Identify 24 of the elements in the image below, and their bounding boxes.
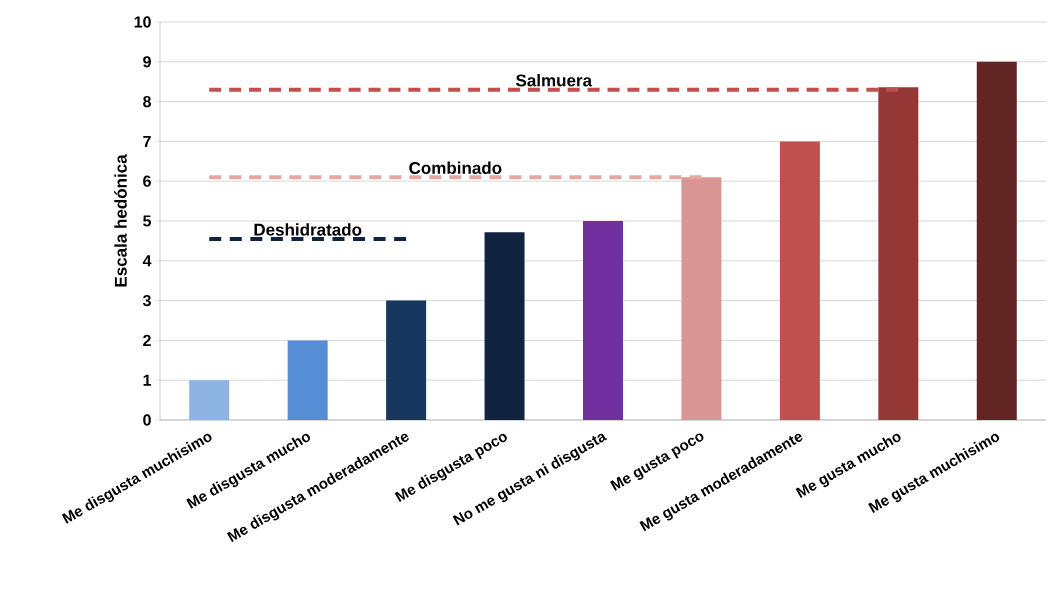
series-label: Salmuera — [515, 73, 593, 87]
bar — [287, 340, 328, 420]
y-tick-label: 4 — [142, 255, 152, 267]
bar — [976, 61, 1017, 420]
y-tick-label: 7 — [143, 135, 151, 147]
y-tick-label: 1 — [143, 374, 152, 386]
series-label: Deshidratado — [254, 223, 362, 236]
bar — [484, 232, 525, 420]
bar — [386, 300, 427, 420]
y-tick-label: 9 — [143, 56, 151, 68]
y-tick-label: 0 — [143, 414, 151, 426]
y-tick-label: 6 — [143, 175, 151, 187]
bar — [583, 220, 623, 420]
y-tick-label: 5 — [143, 215, 152, 227]
bar — [681, 177, 722, 420]
y-axis-title: Escala hedónica — [114, 154, 127, 287]
y-tick-label: 3 — [142, 294, 151, 307]
bar — [878, 87, 919, 420]
y-tick-label: 8 — [143, 95, 151, 108]
y-tick-label: 2 — [143, 334, 151, 346]
y-tick-label: 10 — [134, 16, 151, 28]
bar — [779, 141, 820, 420]
bar — [189, 380, 230, 420]
series-label: Combinado — [409, 161, 502, 175]
